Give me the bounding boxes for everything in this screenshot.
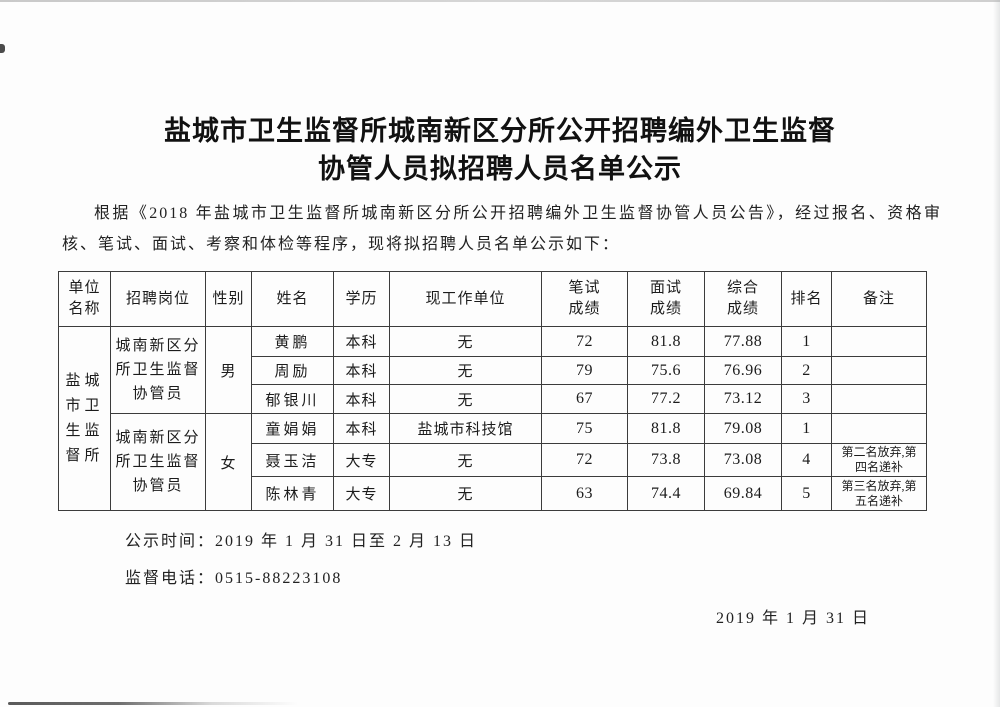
document-title: 盐城市卫生监督所城南新区分所公开招聘编外卫生监督 协管人员拟招聘人员名单公示: [60, 112, 940, 188]
scan-left-mark-artifact: [0, 44, 5, 53]
cell-rank: 1: [781, 326, 832, 357]
cell-gender-male: 男: [205, 326, 252, 414]
cell-composite-score: 77.88: [704, 326, 782, 357]
cell-name: 陈林青: [251, 476, 334, 511]
cell-education: 本科: [333, 413, 390, 444]
cell-interview-score: 74.4: [627, 476, 705, 511]
cell-remark: 第二名放弃,第 四名递补: [831, 443, 927, 477]
table-row: 聂玉洁 大专 无 72 73.8 73.08 4 第二名放弃,第 四名递补: [59, 443, 927, 477]
cell-written-score: 72: [541, 443, 628, 477]
cell-composite-score: 69.84: [704, 476, 782, 511]
cell-education: 本科: [333, 326, 390, 357]
cell-rank: 1: [781, 413, 832, 444]
col-header-interview-score: 面试 成绩: [627, 271, 705, 327]
col-header-composite-score: 综合 成绩: [704, 271, 782, 327]
cell-name: 周励: [251, 356, 334, 385]
col-header-written-score: 笔试 成绩: [541, 271, 628, 327]
cell-written-score: 63: [541, 476, 628, 511]
cell-remark: [831, 384, 927, 414]
cell-education: 本科: [333, 356, 390, 385]
cell-employer: 盐城市科技馆: [389, 413, 542, 444]
issue-date: 2019 年 1 月 31 日: [715, 610, 870, 627]
cell-written-score: 67: [541, 384, 628, 414]
cell-interview-score: 75.6: [627, 356, 705, 385]
cell-remark: [831, 326, 927, 357]
cell-education: 大专: [333, 443, 390, 477]
cell-composite-score: 76.96: [704, 356, 782, 385]
col-header-education: 学历: [333, 271, 390, 327]
cell-interview-score: 73.8: [627, 443, 705, 477]
col-header-current-employer: 现工作单位: [389, 271, 542, 327]
recruitment-results-table: 单位 名称 招聘岗位 性别 姓名 学历 现工作单位 笔试 成绩 面试 成绩 综合…: [58, 271, 927, 511]
cell-rank: 2: [781, 356, 832, 385]
col-header-rank: 排名: [781, 271, 832, 327]
cell-name: 黄鹏: [251, 326, 334, 357]
scan-top-edge-artifact: [0, 0, 1000, 2]
cell-education: 大专: [333, 476, 390, 511]
cell-written-score: 72: [541, 326, 628, 357]
cell-composite-score: 73.12: [704, 384, 782, 414]
col-header-position: 招聘岗位: [110, 271, 206, 327]
cell-name: 聂玉洁: [251, 443, 334, 477]
cell-written-score: 75: [541, 413, 628, 444]
table-row: 城南新区分 所卫生监督 协管员 女 童娟娟 本科 盐城市科技馆 75 81.8 …: [59, 413, 927, 511]
cell-rank: 5: [781, 476, 832, 511]
supervision-phone-line: 监督电话：0515-88223108: [125, 570, 343, 587]
table-row: 盐城 市卫 生监 督所 城南新区分 所卫生监督 协管员 男 黄鹏 本科 无 72…: [58, 326, 927, 511]
cell-interview-score: 77.2: [627, 384, 705, 414]
table-header-row: 单位 名称 招聘岗位 性别 姓名 学历 现工作单位 笔试 成绩 面试 成绩 综合…: [58, 271, 927, 327]
document-title-line2: 协管人员拟招聘人员名单公示: [318, 154, 682, 184]
cell-rank: 3: [781, 384, 832, 414]
cell-position-female: 城南新区分 所卫生监督 协管员: [110, 413, 206, 511]
cell-remark: [831, 413, 927, 444]
cell-employer: 无: [389, 356, 542, 385]
col-header-unit-name: 单位 名称: [58, 271, 111, 327]
cell-name: 郁银川: [251, 384, 334, 414]
scan-bottom-smudge-artifact: [8, 702, 298, 705]
col-header-gender: 性别: [205, 271, 252, 327]
document-title-line1: 盐城市卫生监督所城南新区分所公开招聘编外卫生监督: [164, 116, 836, 146]
cell-composite-score: 79.08: [704, 413, 782, 444]
cell-gender-female: 女: [205, 413, 252, 511]
cell-rank: 4: [781, 443, 832, 477]
cell-position-male: 城南新区分 所卫生监督 协管员: [110, 326, 206, 414]
scan-right-edge-artifact: [993, 0, 1000, 707]
cell-written-score: 79: [541, 356, 628, 385]
cell-employer: 无: [389, 326, 542, 357]
cell-composite-score: 73.08: [704, 443, 782, 477]
cell-name: 童娟娟: [251, 413, 334, 444]
col-header-name: 姓名: [251, 271, 334, 327]
publicity-period-line: 公示时间：2019 年 1 月 31 日至 2 月 13 日: [125, 533, 478, 550]
cell-employer: 无: [389, 443, 542, 477]
table-row: 周励 本科 无 79 75.6 76.96 2: [59, 356, 927, 385]
cell-interview-score: 81.8: [627, 326, 705, 357]
cell-remark: 第三名放弃,第 五名递补: [831, 476, 927, 511]
table-row: 陈林青 大专 无 63 74.4 69.84 5 第三名放弃,第 五名递补: [59, 476, 927, 511]
col-header-remark: 备注: [831, 271, 927, 327]
cell-education: 本科: [333, 384, 390, 414]
table-row: 郁银川 本科 无 67 77.2 73.12 3: [59, 384, 927, 414]
cell-unit-name: 盐城 市卫 生监 督所: [58, 326, 111, 511]
cell-remark: [831, 356, 927, 385]
cell-employer: 无: [389, 476, 542, 511]
cell-interview-score: 81.8: [627, 413, 705, 444]
intro-paragraph: 根据《2018 年盐城市卫生监督所城南新区分所公开招聘编外卫生监督协管人员公告》…: [62, 205, 942, 253]
cell-employer: 无: [389, 384, 542, 414]
